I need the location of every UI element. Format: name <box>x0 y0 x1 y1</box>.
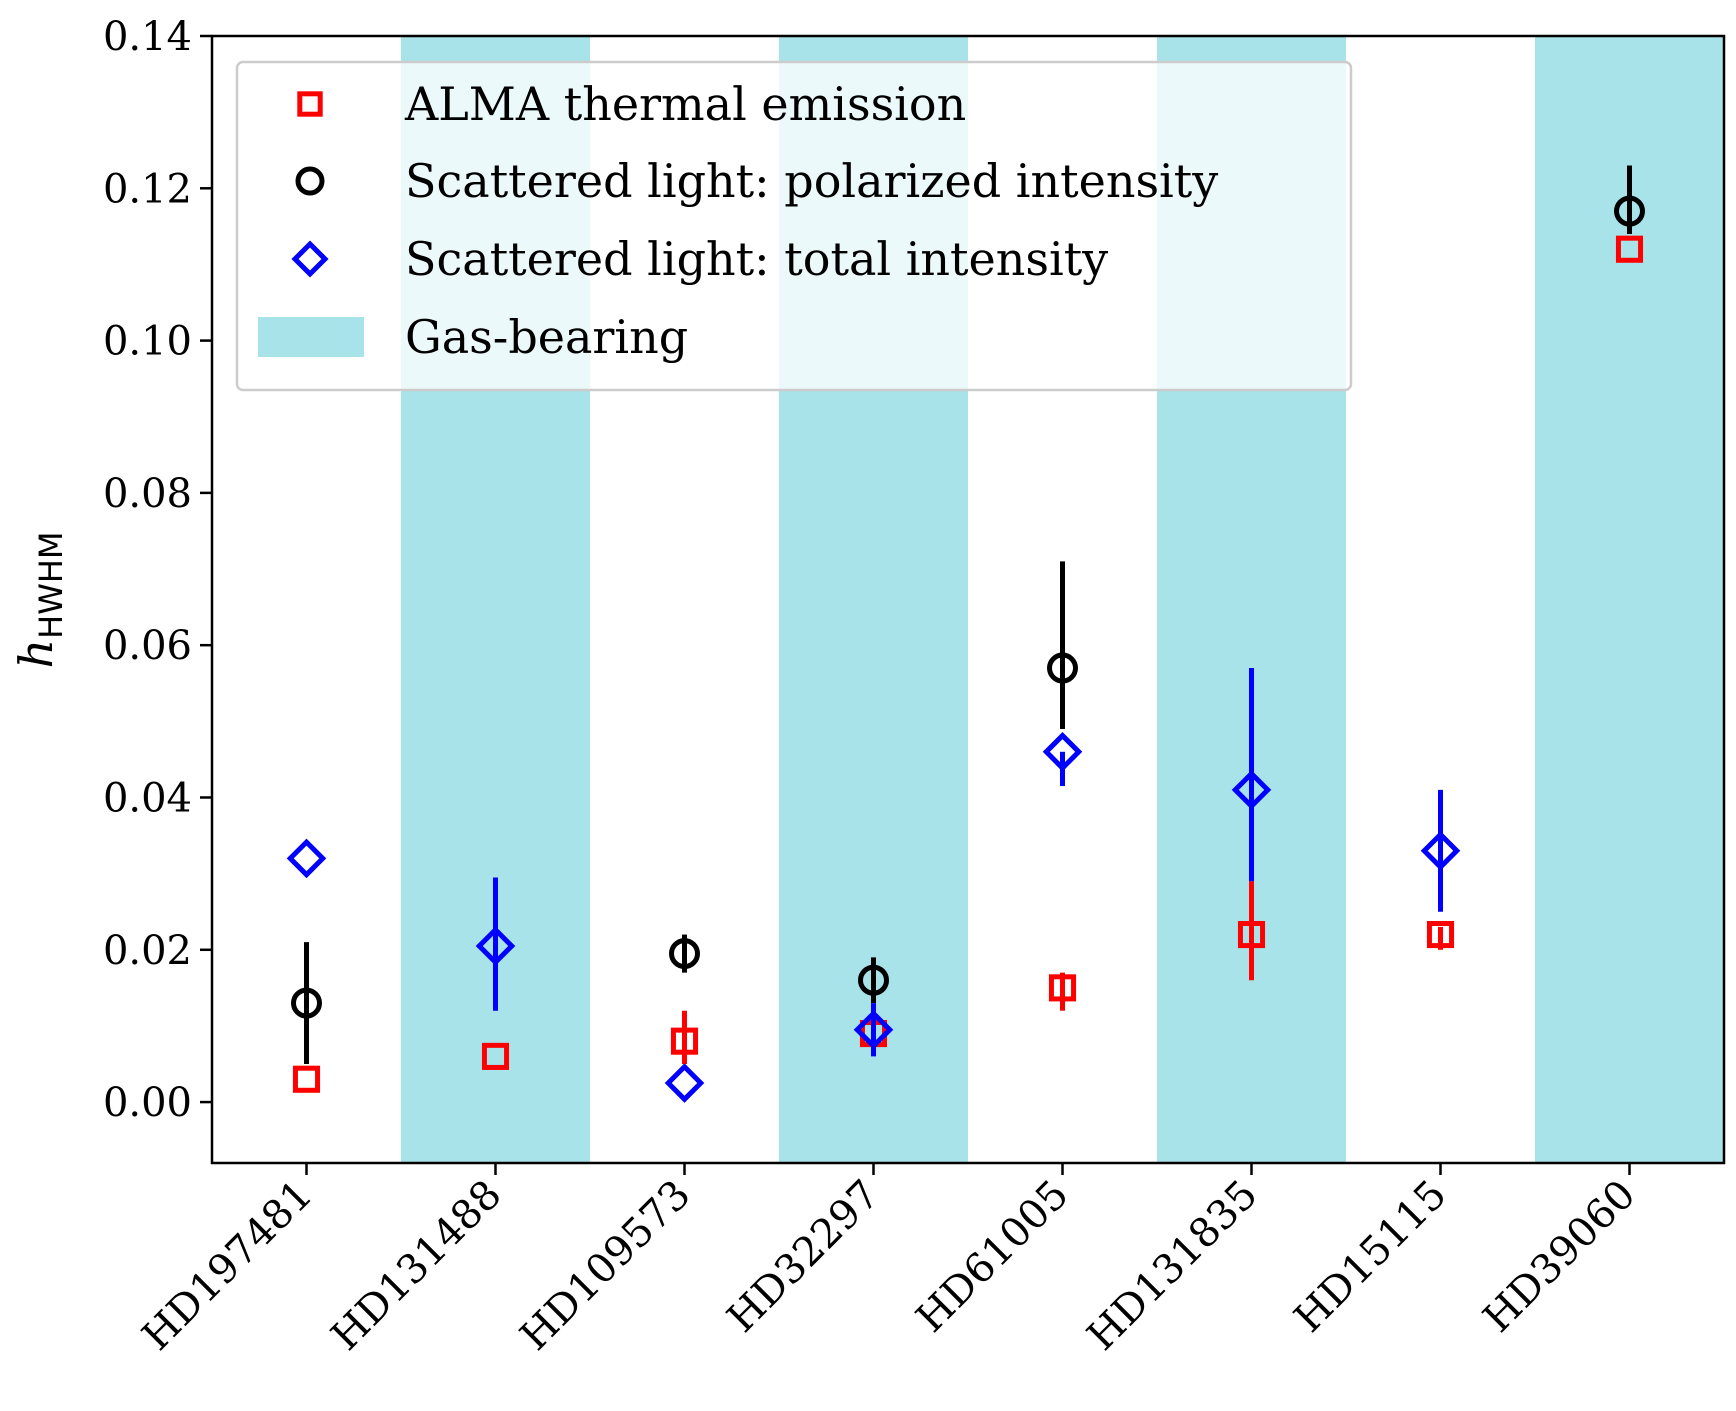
point-hd109573 <box>664 1063 705 1103</box>
legend-marker-circle <box>295 166 325 196</box>
series-circle <box>291 165 1645 1065</box>
point-hd61005 <box>1047 652 1078 684</box>
point-hd131488 <box>481 1042 510 1070</box>
series-diamond <box>286 668 1461 1103</box>
legend: ALMA thermal emission Scattered light: po… <box>235 60 1353 392</box>
legend-marker-diamond <box>291 240 329 278</box>
x-tick-label-hd15115: HD15115 <box>1286 1172 1456 1342</box>
x-tick-label-hd197481: HD197481 <box>134 1172 322 1360</box>
point-hd197481 <box>286 838 327 879</box>
y-tick-label: 0.02 <box>103 928 192 974</box>
point-hd32297 <box>853 1009 894 1050</box>
legend-label-circle: Scattered light: polarized intensity <box>405 154 1218 208</box>
plot-frame <box>210 34 1726 1165</box>
series-square <box>292 235 1644 1093</box>
y-tick-label: 0.12 <box>103 166 192 212</box>
x-tick-label-hd61005: HD61005 <box>908 1172 1078 1342</box>
y-tick-label: 0.00 <box>103 1080 192 1126</box>
point-hd197481 <box>292 1065 321 1093</box>
legend-label-gas: Gas-bearing <box>405 310 688 364</box>
point-hd131835 <box>1231 770 1272 810</box>
y-axis-label-sub: HWHM <box>32 531 70 638</box>
x-tick-label-hd131835: HD131835 <box>1079 1172 1267 1360</box>
point-hd39060 <box>1614 195 1645 227</box>
point-hd131488 <box>475 926 516 966</box>
x-tick-label-hd32297: HD32297 <box>719 1172 889 1342</box>
x-tick-label-hd109573: HD109573 <box>512 1172 700 1360</box>
point-hd15115 <box>1426 921 1455 949</box>
point-hd61005 <box>1048 974 1077 1002</box>
legend-label-diamond: Scattered light: total intensity <box>405 232 1108 286</box>
y-tick-label: 0.04 <box>103 775 192 821</box>
point-hd39060 <box>1615 235 1644 263</box>
point-hd131835 <box>1237 921 1266 949</box>
legend-swatch-gas <box>258 317 364 357</box>
x-tick-label-hd39060: HD39060 <box>1475 1172 1645 1342</box>
y-tick-label: 0.06 <box>103 623 192 669</box>
legend-marker-square <box>297 91 323 117</box>
y-tick-label: 0.14 <box>103 14 192 60</box>
legend-box <box>235 60 1353 392</box>
point-hd15115 <box>1420 831 1461 871</box>
y-tick-label: 0.08 <box>103 471 192 517</box>
y-axis-label: hHWHM <box>9 531 70 668</box>
point-hd109573 <box>670 1027 699 1055</box>
y-tick-label: 0.10 <box>103 319 192 365</box>
y-axis-label-main: h <box>9 639 63 669</box>
data-marks <box>286 165 1645 1103</box>
x-tick-label-hd131488: HD131488 <box>323 1172 511 1360</box>
point-hd197481 <box>291 987 322 1019</box>
point-hd61005 <box>1042 732 1083 772</box>
point-hd109573 <box>669 938 700 970</box>
point-hd32297 <box>858 964 889 996</box>
legend-label-square: ALMA thermal emission <box>404 77 966 131</box>
